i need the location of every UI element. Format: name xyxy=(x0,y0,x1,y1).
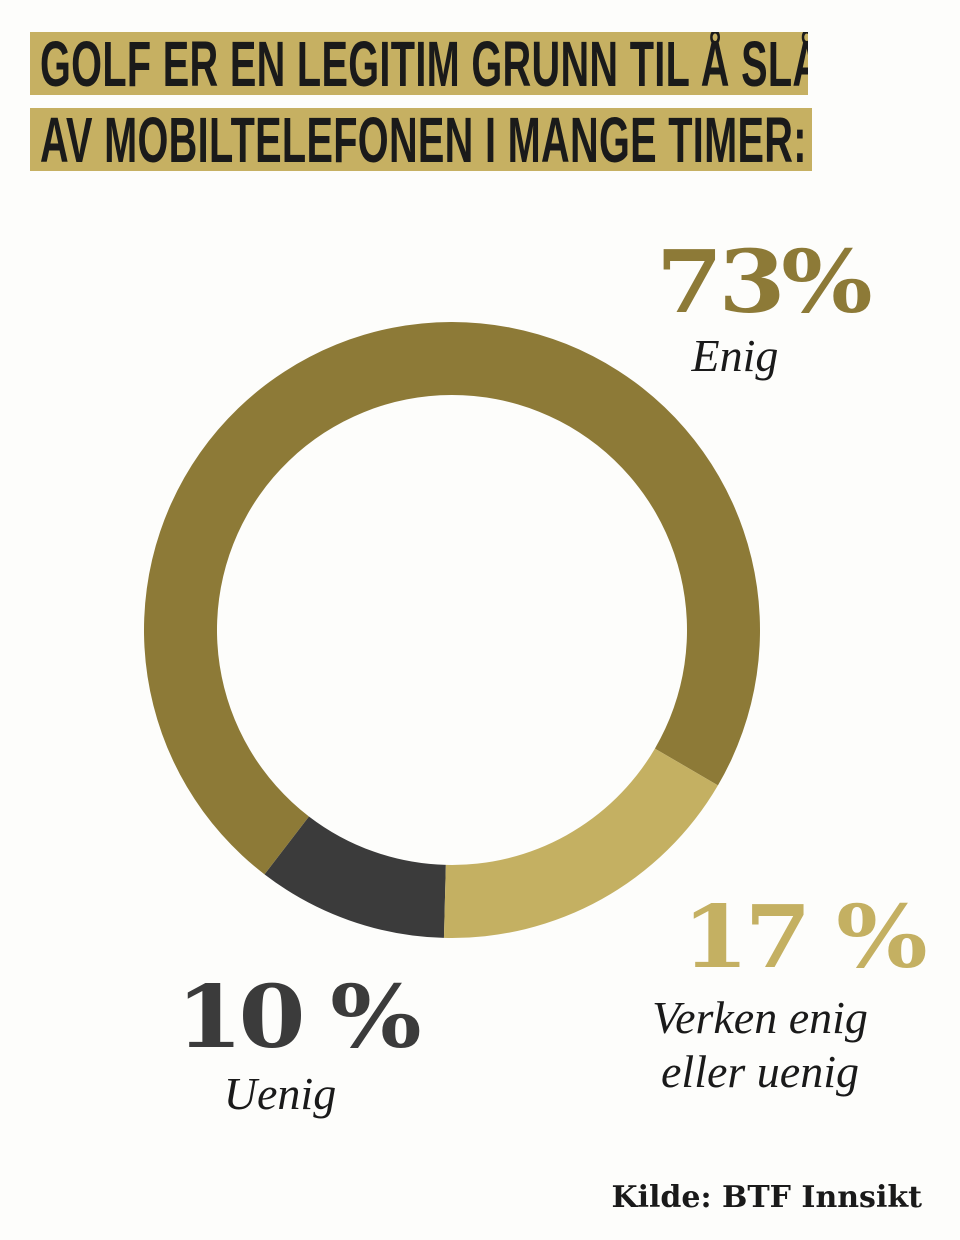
donut-slice-verken-enig-eller-uenig xyxy=(443,748,718,938)
title-line-2: AV MOBILTELEFONEN I MANGE TIMER: xyxy=(40,108,807,171)
source-note: Kilde: BTF Innsikt xyxy=(611,1180,922,1215)
title-line-2-bar: AV MOBILTELEFONEN I MANGE TIMER: xyxy=(30,108,812,171)
uenig-percent: 10 % xyxy=(176,967,422,1068)
donut-slice-uenig xyxy=(264,816,446,938)
verken-label-1: Verken enig xyxy=(652,992,868,1043)
verken-percent: 17 % xyxy=(682,887,928,988)
uenig-label: Uenig xyxy=(223,1068,337,1119)
enig-percent: 73% xyxy=(656,232,873,333)
title-line-1: GOLF ER EN LEGITIM GRUNN TIL Å SLÅ xyxy=(40,32,808,95)
title-line-1-bar: GOLF ER EN LEGITIM GRUNN TIL Å SLÅ xyxy=(30,32,808,95)
verken-label-2: eller uenig xyxy=(661,1046,859,1097)
enig-label: Enig xyxy=(691,330,779,381)
